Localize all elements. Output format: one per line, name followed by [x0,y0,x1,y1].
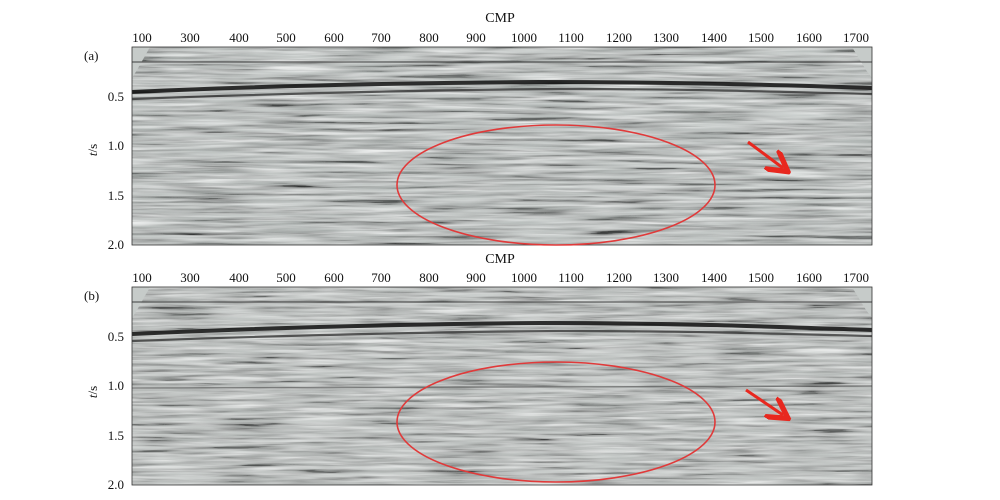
annotation-arrow [747,140,783,168]
reflector [131,329,873,343]
y-tick-label: 2.0 [108,237,124,252]
x-tick-label: 500 [276,30,296,45]
panel-a: CMP (a) 100 300 400 500 600 700 800 900 … [84,11,873,252]
x-tick-label: 300 [180,270,200,285]
x-tick-label: 600 [324,30,344,45]
x-tick-label: 400 [229,30,249,45]
panel-label: (b) [84,288,99,303]
annotation-arrow [745,388,783,415]
x-tick-label: 900 [466,30,486,45]
y-tick-label: 1.0 [108,138,124,153]
x-tick-label: 1100 [558,270,584,285]
x-tick-label: 1600 [796,30,822,45]
x-tick-label: 100 [132,270,152,285]
x-tick-label: 1300 [653,270,679,285]
y-tick-label: 0.5 [108,329,124,344]
strong-reflector [131,79,873,94]
panel-b: CMP (b) 100 300 400 500 600 700 800 900 … [84,252,873,492]
section-frame [131,286,873,486]
x-tick-label: 800 [419,30,439,45]
y-tick-label: 0.5 [108,89,124,104]
y-axis-title: t/s [85,386,100,398]
seismic-section [131,46,873,246]
y-tick-labels: 0.5 1.0 1.5 2.0 [108,329,124,492]
y-tick-label: 1.5 [108,428,124,443]
x-tick-labels: 100 300 400 500 600 700 800 900 1000 110… [132,30,869,45]
x-tick-label: 1400 [701,30,727,45]
x-tick-label: 300 [180,30,200,45]
x-tick-label: 1200 [606,30,632,45]
x-tick-label: 1400 [701,270,727,285]
section-texture [132,47,872,245]
y-tick-label: 2.0 [108,477,124,492]
x-tick-label: 1100 [558,30,584,45]
y-tick-label: 1.0 [108,378,124,393]
x-tick-label: 1000 [511,30,537,45]
y-axis-title: t/s [85,144,100,156]
x-axis-title: CMP [485,11,515,26]
y-tick-labels: 0.5 1.0 1.5 2.0 [108,89,124,252]
panel-label: (a) [84,48,98,63]
x-tick-label: 400 [229,270,249,285]
x-tick-label: 100 [132,30,152,45]
x-tick-label: 800 [419,270,439,285]
seismic-section [131,286,873,486]
x-tick-label: 700 [371,270,391,285]
x-tick-label: 1500 [748,270,774,285]
x-tick-labels: 100 300 400 500 600 700 800 900 1000 110… [132,270,869,285]
annotation-ellipse [396,124,716,246]
x-tick-label: 1700 [843,30,869,45]
reflector [131,87,873,101]
x-tick-label: 1500 [748,30,774,45]
x-tick-label: 900 [466,270,486,285]
x-tick-label: 1000 [511,270,537,285]
x-tick-label: 700 [371,30,391,45]
strong-reflector [131,320,873,336]
section-frame [131,46,873,246]
x-axis-title: CMP [485,252,515,267]
y-tick-label: 1.5 [108,188,124,203]
x-tick-label: 1700 [843,270,869,285]
x-tick-label: 1300 [653,30,679,45]
x-tick-label: 1200 [606,270,632,285]
x-tick-label: 600 [324,270,344,285]
x-tick-label: 1600 [796,270,822,285]
annotation-ellipse [396,361,716,483]
x-tick-label: 500 [276,270,296,285]
